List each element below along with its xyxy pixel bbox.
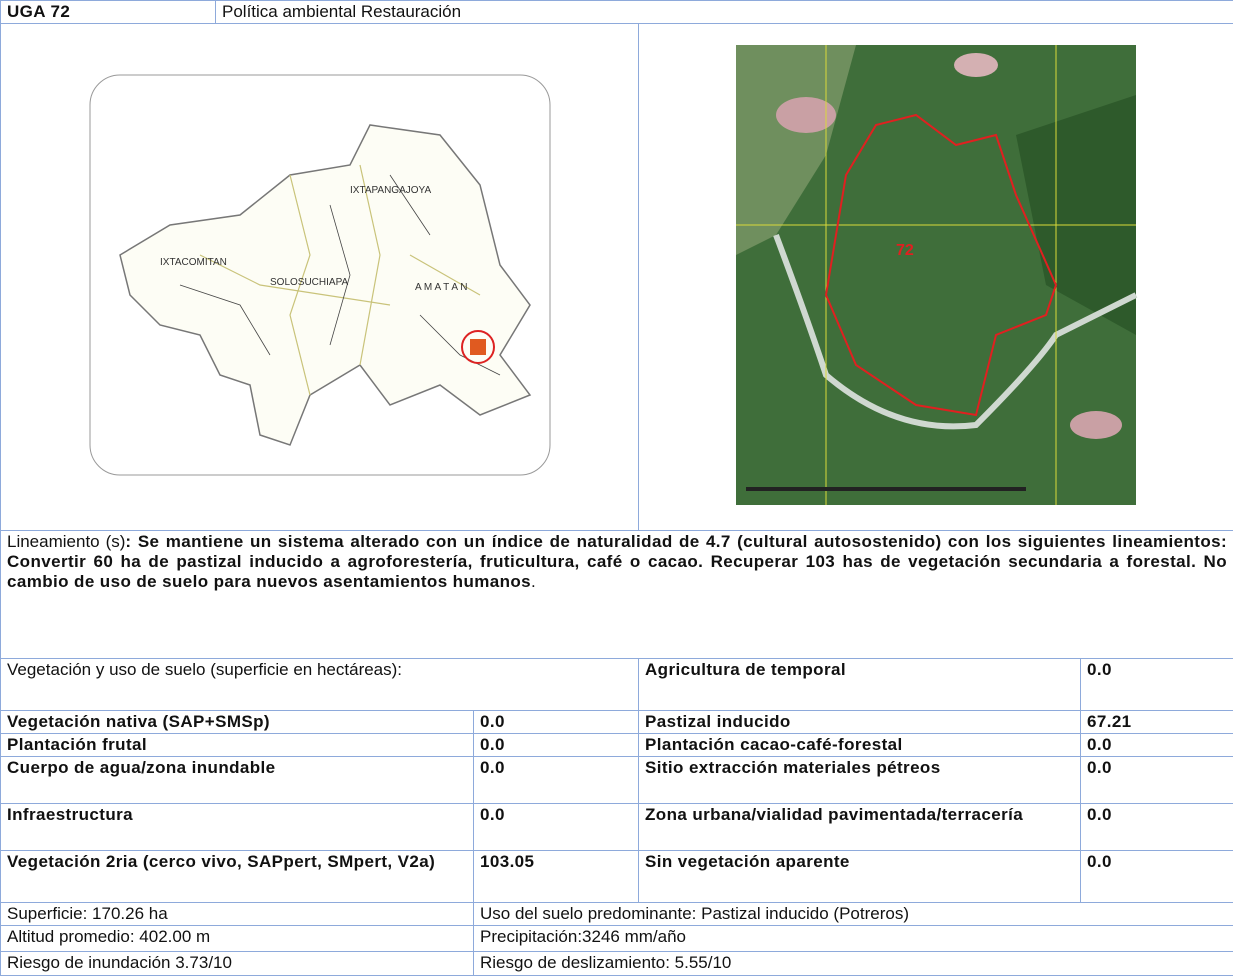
summary-item: Precipitación:3246 mm/año <box>474 926 1233 952</box>
terrain <box>776 97 836 133</box>
land-use-name: Zona urbana/vialidad pavimentada/terrace… <box>639 804 1081 851</box>
summary-item: Altitud promedio: 402.00 m <box>1 926 474 952</box>
uga-code: UGA 72 <box>1 1 216 24</box>
satellite-image: 72 <box>716 35 1156 515</box>
summary-item: Riesgo de inundación 3.73/10 <box>1 952 474 976</box>
summary-item: Riesgo de deslizamiento: 5.55/10 <box>474 952 1233 976</box>
land-use-name: Sin vegetación aparente <box>639 851 1081 903</box>
land-use-name: Plantación cacao-café-forestal <box>639 734 1081 757</box>
land-use-value: 67.21 <box>1081 711 1233 734</box>
land-use-name: Pastizal inducido <box>639 711 1081 734</box>
land-use-name: Cuerpo de agua/zona inundable <box>1 757 474 804</box>
satellite-cell: 72 <box>639 24 1233 531</box>
land-use-value: 0.0 <box>474 711 639 734</box>
guideline-label: Lineamiento (s) <box>7 532 125 551</box>
locator-map: IXTAPANGAJOYA IXTACOMITAN SOLOSUCHIAPA A… <box>60 55 580 495</box>
land-use-value: 0.0 <box>1081 804 1233 851</box>
terrain <box>1070 411 1122 439</box>
map-label: IXTACOMITAN <box>160 257 227 268</box>
land-use-name: Plantación frutal <box>1 734 474 757</box>
land-use-value: 103.05 <box>474 851 639 903</box>
terrain <box>954 53 998 77</box>
land-use-value: 0.0 <box>474 804 639 851</box>
polygon-label: 72 <box>896 242 914 259</box>
land-use-value: 0.0 <box>1081 757 1233 804</box>
summary-item: Superficie: 170.26 ha <box>1 903 474 926</box>
guideline-text: : Se mantiene un sistema alterado con un… <box>7 532 1227 591</box>
map-label: IXTAPANGAJOYA <box>350 185 431 196</box>
land-use-heading: Vegetación y uso de suelo (superficie en… <box>1 659 639 711</box>
land-use-name: Infraestructura <box>1 804 474 851</box>
guideline-end: . <box>531 572 536 591</box>
land-use-value: 0.0 <box>1081 734 1233 757</box>
land-use-value: 0.0 <box>1081 851 1233 903</box>
land-use-name: Vegetación nativa (SAP+SMSp) <box>1 711 474 734</box>
land-use-value: 0.0 <box>1081 659 1233 711</box>
locator-map-cell: IXTAPANGAJOYA IXTACOMITAN SOLOSUCHIAPA A… <box>1 24 639 531</box>
land-use-name: Agricultura de temporal <box>639 659 1081 711</box>
land-use-value: 0.0 <box>474 734 639 757</box>
guideline: Lineamiento (s): Se mantiene un sistema … <box>1 531 1233 659</box>
land-use-name: Vegetación 2ria (cerco vivo, SAPpert, SM… <box>1 851 474 903</box>
land-use-value: 0.0 <box>474 757 639 804</box>
map-label: A M A T A N <box>415 282 467 293</box>
policy: Política ambiental Restauración <box>216 1 1233 24</box>
scale-bar <box>746 487 1026 491</box>
map-label: SOLOSUCHIAPA <box>270 277 348 288</box>
land-use-name: Sitio extracción materiales pétreos <box>639 757 1081 804</box>
location-marker <box>470 339 486 355</box>
summary-item: Uso del suelo predominante: Pastizal ind… <box>474 903 1233 926</box>
